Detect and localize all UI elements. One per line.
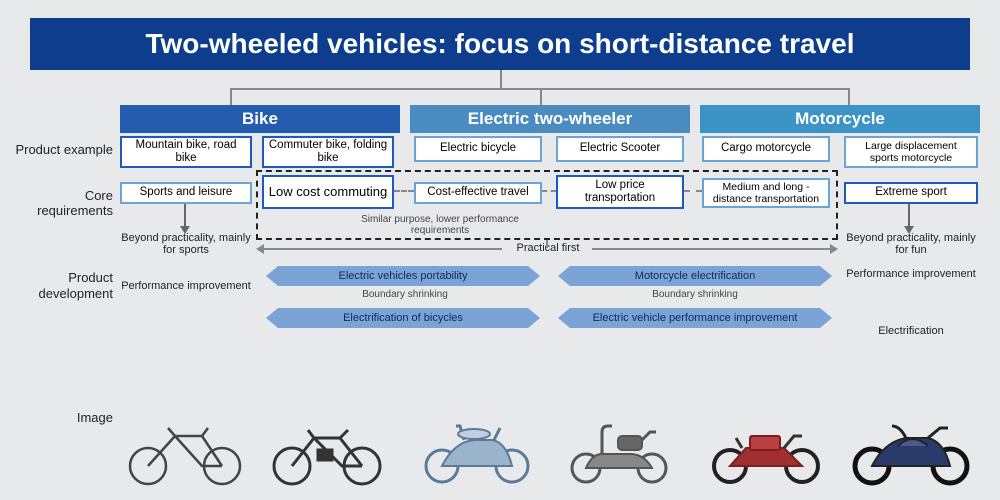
note-right: Beyond practicality, mainly for fun xyxy=(844,232,978,256)
category-etw: Electric two-wheeler xyxy=(410,105,690,133)
connector xyxy=(500,70,502,88)
arrow-down xyxy=(184,204,186,228)
arrow-ev-portability: Electric vehicles portability xyxy=(278,266,528,286)
dash-connector xyxy=(684,190,702,192)
arrow-down xyxy=(908,204,910,228)
req-etw1: Cost-effective travel xyxy=(414,182,542,204)
electrif-right: Electrification xyxy=(844,325,978,337)
perf-right: Performance improvement xyxy=(844,268,978,280)
page-title: Two-wheeled vehicles: focus on short-dis… xyxy=(30,18,970,70)
req-bike2: Low cost commuting xyxy=(262,175,394,209)
req-bike1: Sports and leisure xyxy=(120,182,252,204)
box-moto1: Cargo motorcycle xyxy=(702,136,830,162)
arrow-electrif-bicycles: Electrification of bicycles xyxy=(278,308,528,328)
arrow-head-left xyxy=(256,244,264,254)
dash-connector xyxy=(394,190,414,192)
connector xyxy=(546,240,548,248)
req-etw2: Low price transportation xyxy=(556,175,684,209)
dash-connector xyxy=(542,190,556,192)
arrow-head-right xyxy=(830,244,838,254)
box-moto2: Large displacement sports motorcycle xyxy=(844,136,978,168)
req-moto2: Extreme sport xyxy=(844,182,978,204)
box-bike1: Mountain bike, road bike xyxy=(120,136,252,168)
row-label-product-example: Product example xyxy=(8,142,113,157)
image-electric-bicycle xyxy=(414,402,542,488)
box-etw1: Electric bicycle xyxy=(414,136,542,162)
shrink-label-2: Boundary shrinking xyxy=(630,289,760,300)
connector xyxy=(540,88,542,105)
note-left: Beyond practicality, mainly for sports xyxy=(120,232,252,256)
h-arrow xyxy=(592,248,832,250)
arrow-ev-perf-improvement: Electric vehicle performance improvement xyxy=(570,308,820,328)
req-moto1: Medium and long -distance transportation xyxy=(702,178,830,208)
row-label-product-development: Product development xyxy=(8,270,113,301)
image-commuter-bike xyxy=(262,408,394,488)
box-etw2: Electric Scooter xyxy=(556,136,684,162)
category-moto: Motorcycle xyxy=(700,105,980,133)
image-cargo-motorcycle xyxy=(702,402,830,488)
note-similar: Similar purpose, lower performance requi… xyxy=(340,214,540,236)
connector xyxy=(230,88,232,105)
diagram-canvas: Product example Core requirements Produc… xyxy=(0,70,1000,500)
row-label-image: Image xyxy=(8,410,113,425)
arrow-moto-electrification: Motorcycle electrification xyxy=(570,266,820,286)
image-road-bike xyxy=(120,408,252,488)
box-bike2: Commuter bike, folding bike xyxy=(262,136,394,168)
image-sports-motorcycle xyxy=(844,402,978,488)
note-center: Practical first xyxy=(508,242,588,254)
h-arrow xyxy=(262,248,502,250)
perf-left: Performance improvement xyxy=(120,280,252,292)
category-bike: Bike xyxy=(120,105,400,133)
image-electric-scooter xyxy=(556,402,684,488)
connector xyxy=(848,88,850,105)
row-label-core-requirements: Core requirements xyxy=(8,188,113,218)
shrink-label-1: Boundary shrinking xyxy=(340,289,470,300)
